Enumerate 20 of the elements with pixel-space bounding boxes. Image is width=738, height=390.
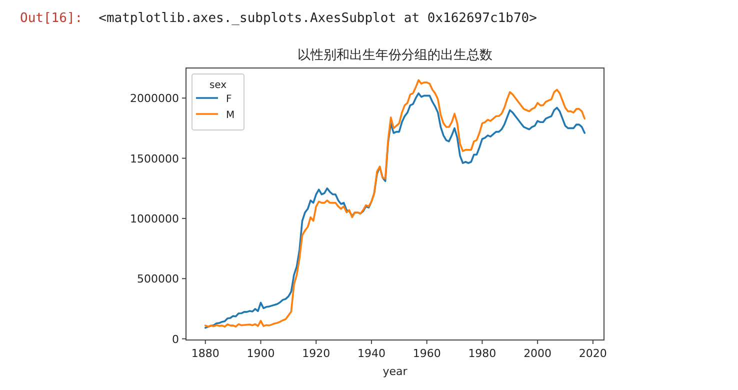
x-tick-label: 1960 xyxy=(412,347,441,360)
x-tick-label: 1920 xyxy=(302,347,330,360)
legend-title: sex xyxy=(209,80,227,91)
x-tick-label: 1980 xyxy=(468,347,496,360)
x-tick-label: 2020 xyxy=(578,347,607,360)
legend-label: F xyxy=(226,94,232,105)
y-tick-label: 500000 xyxy=(137,272,179,286)
y-tick-label: 1000000 xyxy=(130,212,179,226)
x-tick-label: 1940 xyxy=(357,347,386,360)
x-axis-title: year xyxy=(382,365,408,378)
x-tick-label: 2000 xyxy=(524,347,552,360)
y-tick-label: 2000000 xyxy=(130,92,179,106)
text: <matplotlib.axes._subplots.AxesSubplot at 0x162697c1b70> xyxy=(98,11,538,26)
legend-label: M xyxy=(226,110,235,121)
chart-title: 以性别和出生年份分组的出生总数 xyxy=(298,48,492,63)
x-tick-label: 1900 xyxy=(246,347,275,360)
text: Out[16]: xyxy=(20,11,83,26)
y-tick-label: 1500000 xyxy=(130,152,179,166)
x-tick-label: 1880 xyxy=(191,347,220,360)
y-tick-label: 0 xyxy=(172,332,179,346)
